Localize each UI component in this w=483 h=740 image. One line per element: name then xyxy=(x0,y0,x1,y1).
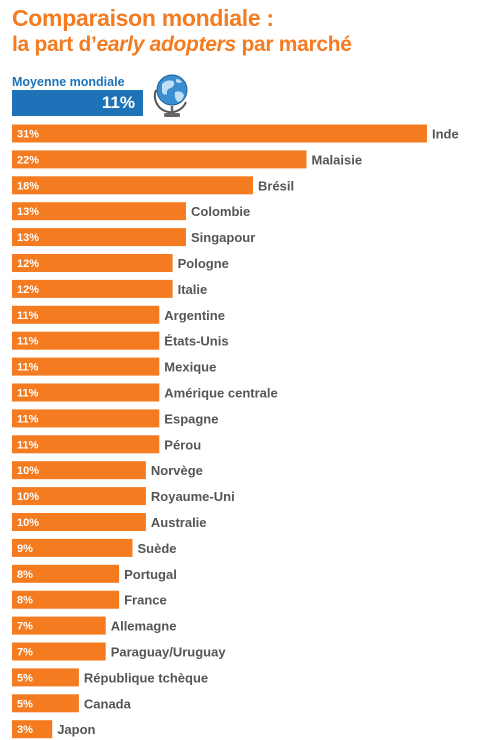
bar-value-label: 11% xyxy=(17,388,39,400)
bar-value-label: 11% xyxy=(17,310,39,322)
bar-category-label: Portugal xyxy=(124,567,177,582)
average-label: Moyenne mondiale xyxy=(12,75,125,89)
bar-21 xyxy=(12,642,106,661)
bar-category-label: Norvège xyxy=(151,463,203,478)
bar-value-label: 13% xyxy=(17,206,39,218)
bar-17 xyxy=(12,538,133,557)
bar-24 xyxy=(12,720,53,739)
bar-value-label: 10% xyxy=(17,517,39,529)
bar-18 xyxy=(12,564,120,583)
bar-category-label: Pologne xyxy=(178,256,229,271)
average-value-box: 11% xyxy=(12,90,143,116)
bar-value-label: 3% xyxy=(17,724,33,736)
bar-1 xyxy=(12,124,427,143)
bar-category-label: Royaume-Uni xyxy=(151,489,235,504)
bar-category-label: Espagne xyxy=(164,411,218,426)
bar-value-label: 8% xyxy=(17,569,33,581)
bar-value-label: 18% xyxy=(17,180,39,192)
bar-12 xyxy=(12,409,160,428)
bar-value-label: 7% xyxy=(17,647,33,659)
bar-category-label: Canada xyxy=(84,696,132,711)
bar-category-label: Italie xyxy=(178,282,208,297)
bar-value-label: 5% xyxy=(17,672,33,684)
bar-23 xyxy=(12,694,79,713)
bar-value-label: 11% xyxy=(17,336,39,348)
bar-value-label: 12% xyxy=(17,284,39,296)
bar-value-label: 7% xyxy=(17,621,33,633)
bar-value-label: 10% xyxy=(17,491,39,503)
bar-9 xyxy=(12,331,160,350)
bar-15 xyxy=(12,487,146,506)
bar-7 xyxy=(12,279,173,298)
subtitle-prefix: la part d’ xyxy=(12,33,97,56)
bar-category-label: Colombie xyxy=(191,204,250,219)
bar-value-label: 10% xyxy=(17,465,39,477)
bar-category-label: Singapour xyxy=(191,230,255,245)
chart-subtitle: la part d’early adopters par marché xyxy=(12,32,352,58)
bar-2 xyxy=(12,150,307,169)
bar-16 xyxy=(12,513,146,531)
globe-icon xyxy=(153,74,188,117)
bar-13 xyxy=(12,435,160,454)
bar-category-label: Inde xyxy=(432,127,459,142)
bar-category-label: Suède xyxy=(138,541,177,556)
bars-group: 31% Inde 22% Malaisie 18% Brésil 13% Colombie 13… xyxy=(12,124,459,739)
bar-value-label: 8% xyxy=(17,595,33,607)
bar-category-label: Australie xyxy=(151,515,207,530)
bar-category-label: Argentine xyxy=(164,308,225,323)
bar-category-label: Pérou xyxy=(164,437,201,452)
bar-6 xyxy=(12,254,173,272)
bar-category-label: Malaisie xyxy=(312,152,363,167)
bar-value-label: 31% xyxy=(17,129,39,141)
bar-3 xyxy=(12,176,253,195)
bar-20 xyxy=(12,616,106,635)
bar-4 xyxy=(12,202,186,221)
bar-5 xyxy=(12,228,186,247)
bar-value-label: 13% xyxy=(17,232,39,244)
bar-category-label: Mexique xyxy=(164,360,216,375)
bar-category-label: États-Unis xyxy=(164,334,228,349)
bar-8 xyxy=(12,305,160,324)
bar-category-label: Paraguay/Uruguay xyxy=(111,645,227,660)
bar-value-label: 11% xyxy=(17,362,39,374)
bar-category-label: République tchèque xyxy=(84,670,208,685)
bar-value-label: 5% xyxy=(17,698,33,710)
average-value: 11% xyxy=(101,93,135,112)
subtitle-emphasis: early adopters xyxy=(96,33,237,56)
bar-category-label: France xyxy=(124,593,167,608)
bar-category-label: Brésil xyxy=(258,178,294,193)
bar-10 xyxy=(12,357,160,376)
subtitle-suffix: par marché xyxy=(235,33,352,56)
bar-14 xyxy=(12,461,146,480)
bar-category-label: Amérique centrale xyxy=(164,386,277,401)
bar-22 xyxy=(12,668,79,687)
bar-value-label: 12% xyxy=(17,258,39,270)
bar-value-label: 22% xyxy=(17,154,39,166)
chart-title: Comparaison mondiale : xyxy=(12,5,274,31)
bar-category-label: Allemagne xyxy=(111,619,177,634)
bar-category-label: Japon xyxy=(57,722,95,737)
bar-11 xyxy=(12,383,160,402)
bar-value-label: 11% xyxy=(17,413,39,425)
bar-value-label: 11% xyxy=(17,439,39,451)
bar-19 xyxy=(12,590,120,609)
bar-value-label: 9% xyxy=(17,543,33,555)
